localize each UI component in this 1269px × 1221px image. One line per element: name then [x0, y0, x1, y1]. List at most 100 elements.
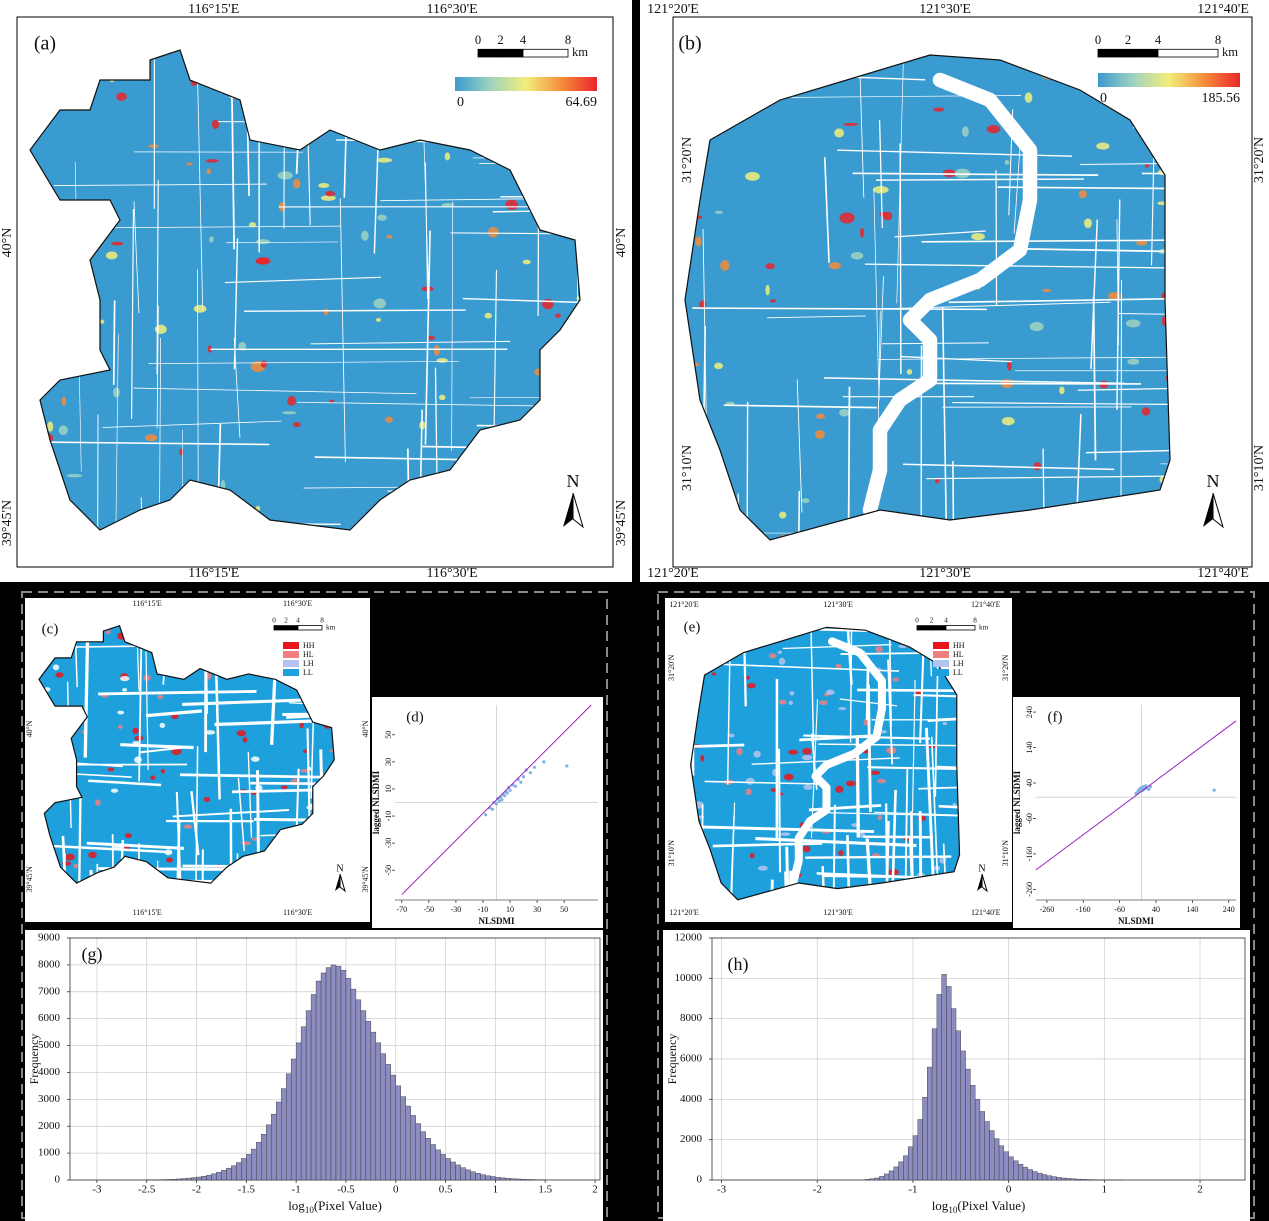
point	[508, 788, 512, 792]
x-tick-label: 0	[1006, 1184, 1012, 1196]
hotspot	[329, 399, 335, 404]
road	[256, 770, 261, 884]
bar	[485, 1175, 491, 1181]
legend-swatch	[283, 642, 299, 649]
road	[1090, 219, 1098, 369]
scale-segment	[916, 625, 932, 631]
scale-label: 4	[520, 33, 527, 47]
bar	[390, 1074, 396, 1181]
scale-label: 4	[296, 616, 300, 624]
y-tick-label: 2000	[680, 1133, 703, 1145]
bar	[310, 994, 317, 1181]
road	[133, 201, 140, 314]
hotspot	[778, 657, 786, 665]
north-label: N	[978, 863, 985, 874]
y-tick-label: 12000	[675, 932, 703, 944]
road	[138, 625, 143, 782]
road	[310, 340, 511, 345]
north-arrow	[1203, 493, 1213, 527]
hotspot	[105, 251, 118, 260]
hotspot	[839, 212, 855, 224]
hotspot	[783, 773, 794, 781]
y-tick-label: 10000	[675, 972, 703, 984]
x-tick-label: -1	[292, 1184, 301, 1196]
y-tick-label: 0	[55, 1174, 61, 1186]
road	[952, 461, 956, 540]
scale-label: 2	[497, 33, 503, 47]
bar	[922, 1097, 928, 1181]
point	[513, 784, 518, 788]
hotspot	[160, 768, 165, 774]
x-tick-label: -0.5	[337, 1184, 355, 1196]
bar	[1008, 1156, 1014, 1181]
road	[926, 474, 1170, 480]
hotspot	[236, 730, 247, 737]
road	[88, 779, 162, 787]
hotspot	[211, 119, 220, 129]
hotspot	[124, 833, 132, 839]
hotspot	[803, 784, 813, 790]
panel-label: (h)	[728, 954, 749, 975]
hotspot	[193, 304, 207, 313]
road	[415, 409, 423, 530]
x-tick-label: -2.5	[138, 1184, 156, 1196]
hotspot	[238, 341, 247, 351]
point	[497, 799, 501, 803]
x-tick-label: 0.5	[439, 1184, 453, 1196]
road	[450, 232, 580, 235]
road	[30, 441, 270, 446]
bar	[1003, 1151, 1009, 1181]
bar	[395, 1085, 401, 1181]
bar	[490, 1176, 496, 1181]
legend-label: HL	[953, 650, 964, 659]
road	[250, 781, 335, 786]
y-tick-label: 50	[384, 731, 393, 739]
y-tick-label: 140	[1025, 742, 1034, 754]
hotspot	[802, 845, 811, 853]
hotspot	[242, 736, 248, 743]
road	[1092, 297, 1097, 461]
hotspot	[720, 260, 730, 271]
road	[852, 172, 1099, 176]
longitude-label: 121°30'E	[823, 908, 853, 917]
bar	[955, 1030, 961, 1181]
road	[1013, 145, 1021, 234]
longitude-label: 121°40'E	[1197, 2, 1249, 17]
hotspot	[121, 687, 128, 692]
bar	[201, 1176, 207, 1181]
road	[424, 230, 431, 445]
road	[863, 835, 934, 839]
latitude-label: 40°N	[614, 228, 629, 258]
road	[866, 684, 872, 813]
scale-label: 0	[272, 616, 276, 624]
bar	[271, 1113, 277, 1181]
panel-label: (e)	[684, 619, 701, 635]
hotspot	[183, 824, 193, 829]
y-tick-label: 4000	[38, 1066, 61, 1078]
hotspot	[933, 107, 945, 112]
road	[846, 835, 853, 900]
y-axis-label: Frequency	[27, 1034, 41, 1085]
hotspot	[892, 677, 900, 682]
x-axis-label-part: (Pixel Value)	[957, 1198, 1025, 1213]
bar	[216, 1172, 222, 1181]
bar	[520, 1178, 526, 1181]
hotspot	[838, 850, 844, 856]
hotspot	[835, 785, 844, 794]
bar	[181, 1178, 187, 1181]
bar	[495, 1177, 501, 1181]
road	[172, 809, 290, 818]
y-tick-label: 1000	[38, 1147, 61, 1159]
scale-segment	[273, 625, 287, 631]
panel-label: (a)	[34, 33, 56, 55]
road	[254, 817, 335, 823]
road	[692, 307, 987, 311]
hotspot	[282, 411, 297, 415]
hotspot	[260, 360, 267, 368]
hotspot	[714, 362, 724, 370]
road	[303, 486, 406, 489]
scale-label: 8	[320, 616, 324, 624]
bar	[912, 1135, 918, 1181]
hotspot	[780, 832, 791, 836]
